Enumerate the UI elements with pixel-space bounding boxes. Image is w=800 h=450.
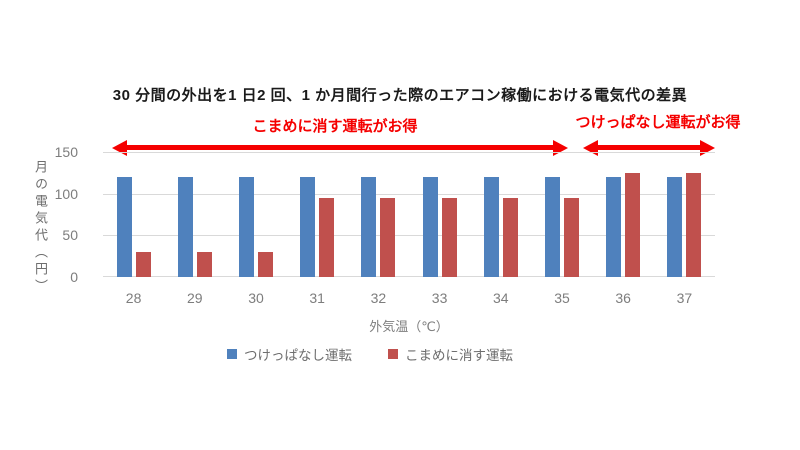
bar-31 <box>319 197 335 277</box>
x-axis-ticks: 28 29 30 31 32 33 34 35 36 37 <box>103 290 715 308</box>
bar-group-34 <box>483 177 518 277</box>
gridline-100 <box>103 193 715 195</box>
x-tick-label: 33 <box>431 290 448 306</box>
chart-title: 30 分間の外出を1 日2 回、1 か月間行った際のエアコン稼働における電気代の… <box>112 87 688 104</box>
bar-35 <box>545 177 560 277</box>
bar-group-31 <box>300 177 335 277</box>
bar-34 <box>502 197 518 277</box>
x-tick-label: 28 <box>125 290 142 306</box>
bar-28 <box>135 252 151 277</box>
bar-group-36 <box>606 172 641 277</box>
x-tick-label: 34 <box>493 290 509 306</box>
y-axis-title: 月の電気代（円） <box>33 160 48 296</box>
bar-30 <box>258 252 273 277</box>
gridline-150 <box>103 152 715 153</box>
legend-label: こまめに消す運転 <box>405 348 513 363</box>
legend: つけっぱなし運転 こまめに消す運転 <box>60 344 680 364</box>
bar-group-29 <box>177 177 212 277</box>
range-arrow-right <box>583 139 715 156</box>
bar-36 <box>606 177 622 277</box>
bar-32 <box>380 197 396 277</box>
annotation-label-tsukeppanashi: つけっぱなし運転がお得 <box>575 114 741 131</box>
legend-item: つけっぱなし運転 <box>227 344 352 364</box>
bar-33 <box>422 177 438 277</box>
bar-group-33 <box>422 177 457 277</box>
y-tick-label: 50 <box>62 227 78 244</box>
gridline-0 <box>103 276 715 277</box>
bar-32 <box>361 177 377 277</box>
gridline-50 <box>103 235 715 237</box>
legend-swatch-icon <box>388 349 398 359</box>
y-tick-label: 0 <box>70 269 78 285</box>
x-tick-label: 37 <box>676 290 693 306</box>
bar-28 <box>116 177 132 277</box>
x-axis-title: 外気温（℃） <box>369 319 449 334</box>
plot-area <box>103 152 715 277</box>
bar-37 <box>686 172 702 277</box>
bar-group-35 <box>545 177 579 277</box>
bar-group-30 <box>239 177 273 277</box>
bar-29 <box>177 177 193 277</box>
range-arrow-left <box>112 139 568 156</box>
bar-30 <box>239 177 254 277</box>
x-tick-label: 29 <box>187 290 203 306</box>
x-tick-label: 36 <box>615 290 631 306</box>
legend-item: こまめに消す運転 <box>388 344 513 364</box>
bar-29 <box>196 252 212 277</box>
legend-swatch-icon <box>227 349 237 359</box>
y-axis-ticks: 0 50 100 150 <box>38 144 78 285</box>
bar-34 <box>483 177 499 277</box>
bar-group-32 <box>361 177 396 277</box>
bar-31 <box>300 177 316 277</box>
x-tick-label: 35 <box>554 290 570 306</box>
bar-35 <box>564 197 579 277</box>
annotation-label-komame: こまめに消す運転がお得 <box>252 118 418 135</box>
x-tick-label: 30 <box>248 290 264 306</box>
y-tick-label: 100 <box>54 185 78 202</box>
bar-33 <box>441 197 457 277</box>
x-tick-label: 32 <box>370 290 387 306</box>
bar-group-37 <box>667 172 702 277</box>
bar-group-28 <box>116 177 151 277</box>
bar-36 <box>625 172 641 277</box>
bar-37 <box>667 177 683 277</box>
x-tick-label: 31 <box>309 290 325 306</box>
y-tick-label: 150 <box>54 144 78 160</box>
legend-label: つけっぱなし運転 <box>244 348 352 363</box>
